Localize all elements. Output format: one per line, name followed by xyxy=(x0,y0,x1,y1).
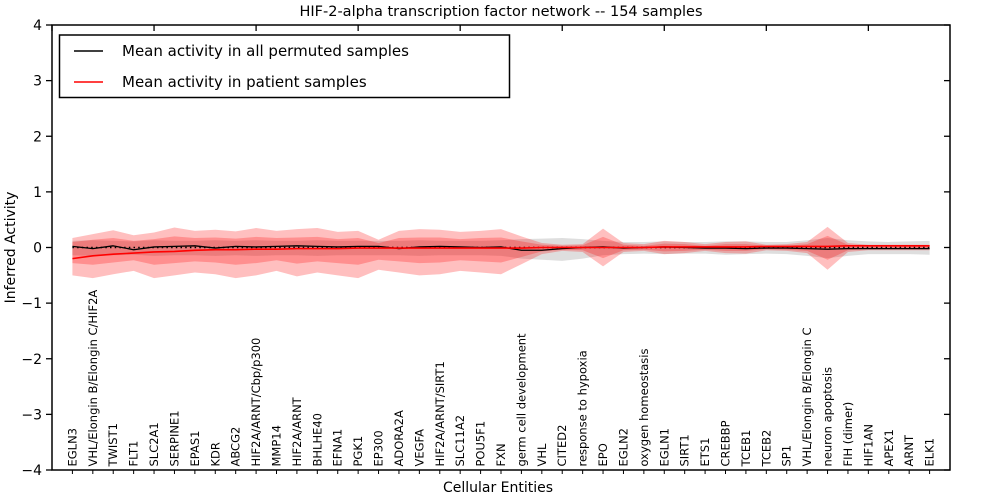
x-tick-label: TCEB2 xyxy=(759,430,773,468)
y-tick-label: −2 xyxy=(21,352,42,368)
x-tick-label: EFNA1 xyxy=(331,429,345,467)
x-tick-label: oxygen homeostasis xyxy=(637,349,651,467)
permuted-mean-line xyxy=(72,245,930,251)
series-lines xyxy=(72,245,930,260)
patient-mean-line xyxy=(72,245,930,260)
x-tick-label: EP300 xyxy=(372,430,386,466)
x-tick-labels: EGLN3 VHL/Elongin B/Elongin C/HIF2A TWIST1… xyxy=(65,290,936,468)
x-tick-label: ARNT xyxy=(902,434,916,466)
x-tick-label: SP1 xyxy=(780,445,794,467)
chart-title: HIF-2-alpha transcription factor network… xyxy=(299,4,702,20)
legend-label-patient: Mean activity in patient samples xyxy=(122,73,367,91)
confidence-bands xyxy=(72,226,930,279)
legend-label-permuted: Mean activity in all permuted samples xyxy=(122,42,409,60)
x-tick-label: FLT1 xyxy=(127,441,141,467)
x-tick-label: PGK1 xyxy=(351,436,365,467)
y-tick-label: 3 xyxy=(33,74,42,90)
x-tick-label: CREBBP xyxy=(719,420,733,466)
x-tick-label: response to hypoxia xyxy=(576,350,590,466)
permuted-samples-range-band xyxy=(72,238,930,261)
x-tick-label: VEGFA xyxy=(412,429,426,467)
legend-frame xyxy=(58,34,511,99)
y-tick-label: 2 xyxy=(33,129,42,145)
x-tick-label: HIF1AN xyxy=(861,424,875,466)
x-axis-label: Cellular Entities xyxy=(443,480,553,496)
x-tick-label: HIF2A/ARNT/SIRT1 xyxy=(433,361,447,466)
y-axis-label: Inferred Activity xyxy=(3,192,19,304)
y-tick-label: 4 xyxy=(33,18,42,34)
y-tick-label: 0 xyxy=(33,241,42,257)
x-tick-label: ADORA2A xyxy=(392,410,406,466)
y-tick-label: −3 xyxy=(21,407,42,423)
y-tick-labels: −4 −3 −2 −1 0 1 2 3 4 xyxy=(21,18,42,479)
x-tick-label: SLC11A2 xyxy=(453,415,467,467)
x-tick-label: SIRT1 xyxy=(678,434,692,466)
x-tick-label: POU5F1 xyxy=(474,421,488,467)
patient-samples-range-inner-band xyxy=(72,235,930,265)
x-tick-label: SLC2A1 xyxy=(147,422,161,466)
x-tick-label: EGLN1 xyxy=(657,428,671,467)
x-tick-label: SERPINE1 xyxy=(167,410,181,466)
x-tick-label: ABCG2 xyxy=(229,427,243,467)
x-tick-label: MMP14 xyxy=(270,425,284,466)
x-tick-label: CITED2 xyxy=(555,425,569,467)
y-tick-label: −1 xyxy=(21,296,42,312)
x-tick-label: BHLHE40 xyxy=(310,413,324,467)
y-tick-label: 1 xyxy=(33,185,42,201)
x-tick-label: HIF2A/ARNT xyxy=(290,396,304,466)
x-tick-label: EGLN2 xyxy=(616,428,630,467)
x-tick-label: VHL/Elongin B/Elongin C xyxy=(800,327,814,466)
legend-box: Mean activity in all permuted samples Me… xyxy=(58,34,511,99)
x-tick-label: FXN xyxy=(494,443,508,466)
x-tick-label: germ cell development xyxy=(514,333,528,467)
x-tick-label: EPO xyxy=(596,443,610,466)
x-tick-label: TWIST1 xyxy=(106,423,120,467)
x-tick-label: VHL xyxy=(535,443,549,467)
x-tick-label: FIH (dimer) xyxy=(841,402,855,467)
x-tick-label: TCEB1 xyxy=(739,430,753,468)
x-tick-label: EPAS1 xyxy=(188,431,202,467)
x-tick-label: ETS1 xyxy=(698,438,712,467)
x-tick-label: KDR xyxy=(208,442,222,466)
x-tick-label: EGLN3 xyxy=(65,428,79,467)
x-tick-label: VHL/Elongin B/Elongin C/HIF2A xyxy=(86,290,100,467)
patient-samples-range-outer-band xyxy=(72,226,930,279)
x-tick-label: APEX1 xyxy=(882,429,896,466)
x-tick-label: ELK1 xyxy=(923,438,937,467)
x-tick-label: HIF2A/ARNT/Cbp/p300 xyxy=(249,338,263,467)
plot-border xyxy=(51,24,951,471)
x-tick-label: neuron apoptosis xyxy=(821,367,835,467)
y-tick-label: −4 xyxy=(21,463,42,479)
